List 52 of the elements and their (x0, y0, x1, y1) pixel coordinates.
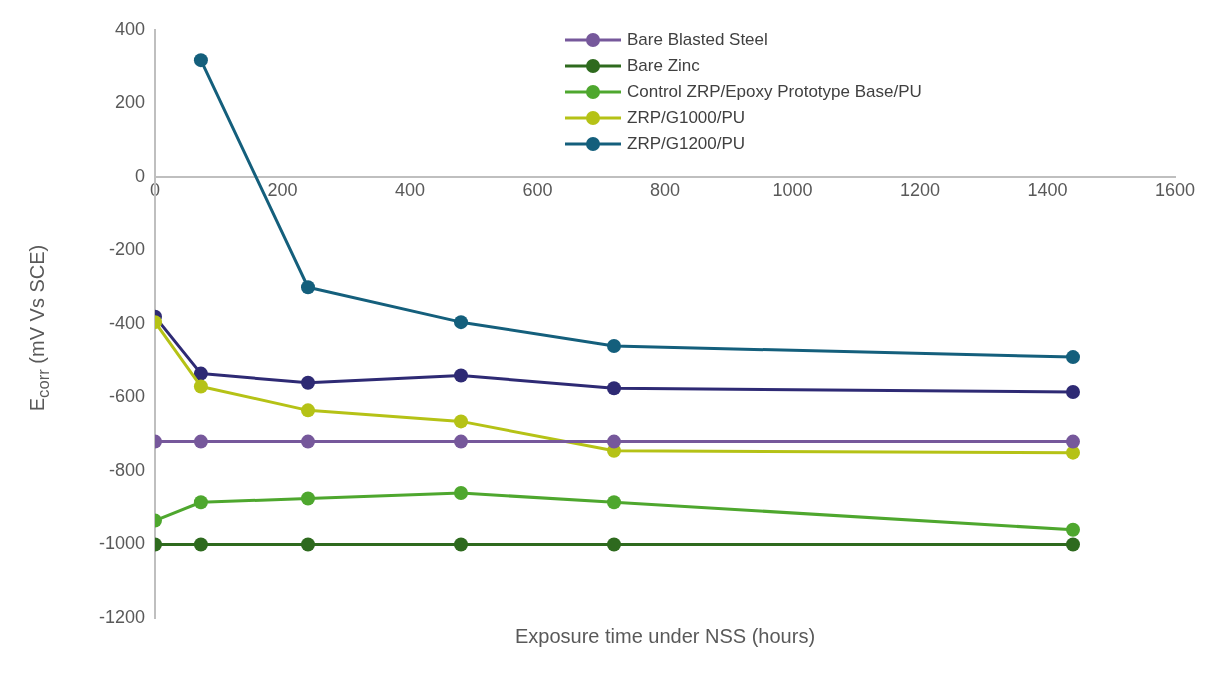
point (301, 537, 315, 552)
x-tick-label: 1000 (772, 179, 813, 200)
point (1066, 384, 1080, 399)
legend-label: Control ZRP/Epoxy Prototype Base/PU (627, 81, 922, 101)
point (301, 491, 315, 506)
y-tick-label: -800 (108, 459, 145, 480)
x-axis-title: Exposure time under NSS (hours) (513, 625, 817, 648)
point (193, 53, 208, 68)
point (454, 315, 468, 330)
x-tick-label: 1400 (1027, 179, 1068, 200)
y-tick-label: 200 (114, 92, 145, 113)
point (454, 414, 468, 429)
point (193, 366, 208, 381)
y-tick-label: -200 (108, 239, 145, 260)
legend-label: Bare Zinc (627, 55, 701, 75)
legend-label: ZRP/G1200/PU (627, 133, 746, 153)
point (301, 434, 315, 449)
point (607, 339, 621, 354)
point (607, 495, 621, 510)
x-tick-label: 400 (394, 179, 426, 200)
point (301, 403, 315, 418)
y-tick-label: 400 (114, 18, 145, 39)
point (1066, 445, 1080, 460)
x-tick-label: 200 (267, 179, 298, 200)
point (1066, 537, 1080, 552)
point (193, 379, 208, 394)
legend-label: ZRP/G1000/PU (627, 107, 746, 127)
x-tick-label: 1200 (899, 179, 941, 200)
point (454, 537, 468, 552)
point (1066, 434, 1080, 449)
point (1066, 350, 1080, 365)
x-tick-label: 600 (522, 179, 553, 200)
y-tick-label: -400 (108, 312, 145, 333)
x-tick-label: 1600 (1154, 179, 1196, 200)
point (193, 537, 208, 552)
y-tick-label: -1200 (98, 606, 145, 627)
point (301, 375, 315, 390)
y-tick-label: -1000 (98, 533, 145, 554)
point (193, 495, 208, 510)
point (607, 381, 621, 396)
point (454, 434, 468, 449)
point (454, 368, 468, 383)
x-tick-label: 800 (649, 179, 681, 200)
y-tick-label: -600 (108, 386, 145, 407)
point (193, 434, 208, 449)
point (607, 434, 621, 449)
point (454, 486, 468, 501)
legend-label: Bare Blasted Steel (627, 29, 768, 49)
point (1066, 522, 1080, 537)
point (607, 537, 621, 552)
point (301, 280, 315, 295)
y-tick-label: 0 (134, 165, 145, 186)
